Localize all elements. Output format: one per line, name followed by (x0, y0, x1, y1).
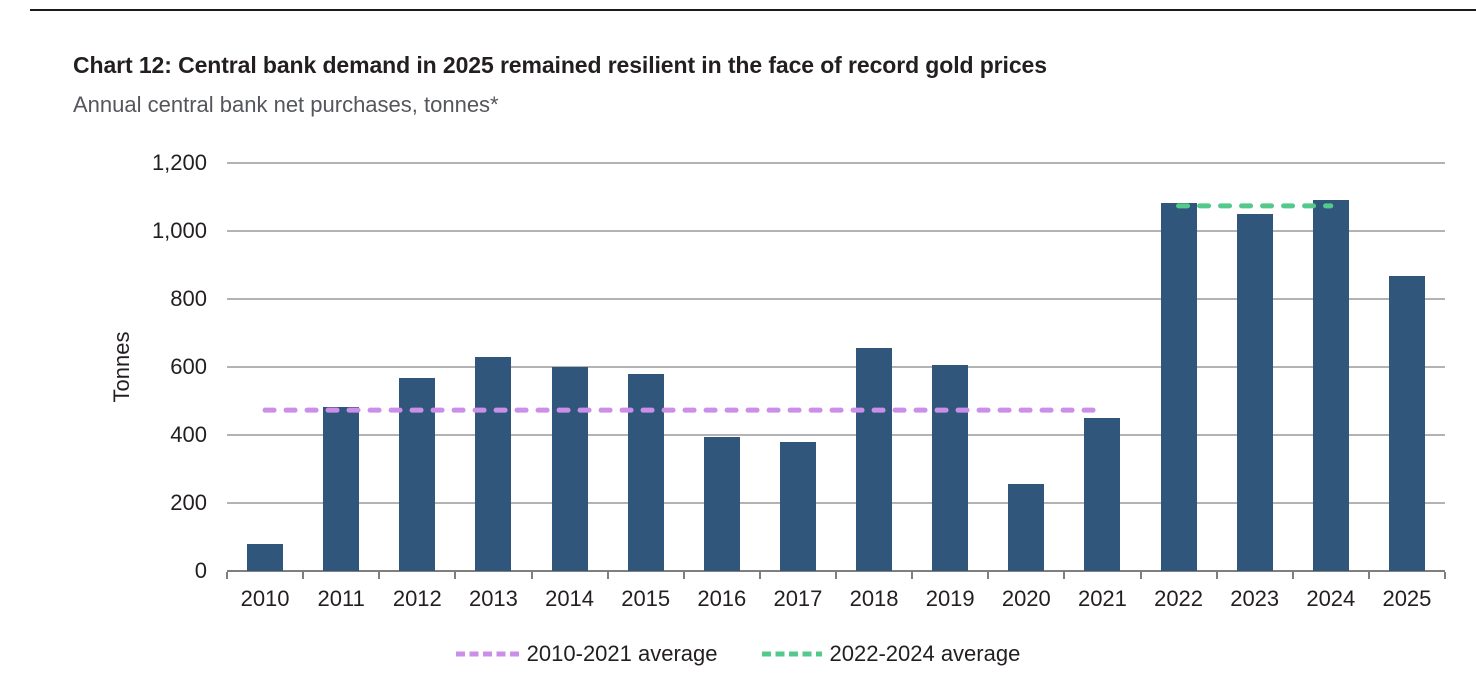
bar-2025 (1388, 276, 1425, 571)
bar-2024 (1312, 200, 1349, 571)
y-tick-label-0: 0 (194, 558, 207, 583)
x-tick-mark (606, 572, 609, 579)
x-tick-mark (302, 572, 305, 579)
bar-2020 (1008, 484, 1045, 571)
y-tick-label-1,200: 1,200 (151, 150, 207, 175)
x-tick-label-2024: 2024 (1306, 586, 1356, 611)
x-tick-label-2014: 2014 (545, 586, 595, 611)
bar-2016 (703, 436, 740, 571)
bar-2015 (627, 373, 664, 571)
bar-2017 (779, 442, 816, 571)
legend-label: 2010-2021 average (526, 641, 718, 666)
legend-swatch-purple-dashed-icon (455, 651, 519, 657)
legend-item-2022-2024-average: 2022-2024 average (761, 641, 1021, 667)
x-tick-mark (987, 572, 990, 579)
chart-subtitle: Annual central bank net purchases, tonne… (73, 92, 499, 117)
x-tick-label-2023: 2023 (1230, 586, 1280, 611)
x-tick-label-2020: 2020 (1001, 586, 1051, 611)
legend: 2010-2021 average 2022-2024 average (0, 641, 1476, 667)
x-tick-label-2025: 2025 (1382, 586, 1432, 611)
y-tick-label-400: 400 (170, 422, 207, 447)
x-tick-mark (1367, 572, 1370, 579)
y-tick-label-600: 600 (170, 354, 207, 379)
x-tick-mark (835, 572, 837, 579)
bar-2011 (323, 407, 360, 571)
x-tick-mark (530, 572, 533, 579)
y-tick-label-1,000: 1,000 (151, 218, 207, 243)
legend-item-2010-2021-average: 2010-2021 average (455, 641, 718, 667)
x-tick-mark (454, 572, 457, 579)
gridline-400 (227, 434, 1445, 436)
x-tick-mark (1063, 572, 1066, 579)
chart-title: Chart 12: Central bank demand in 2025 re… (73, 52, 1047, 78)
bar-2018 (856, 347, 893, 571)
gridline-1000 (227, 230, 1445, 232)
x-tick-label-2022: 2022 (1154, 586, 1204, 611)
x-tick-mark (1215, 572, 1218, 579)
x-tick-mark (1139, 572, 1142, 579)
x-tick-label-2016: 2016 (697, 586, 747, 611)
x-tick-label-2013: 2013 (468, 586, 518, 611)
gridline-800 (227, 298, 1445, 300)
x-tick-mark (1291, 572, 1294, 579)
x-tick-label-2011: 2011 (317, 586, 365, 611)
plot-area (227, 162, 1445, 571)
bar-2019 (932, 365, 969, 571)
top-rule-divider (30, 9, 1476, 11)
x-tick-label-2017: 2017 (773, 586, 823, 611)
gridline-200 (227, 502, 1445, 504)
bar-2010 (247, 544, 284, 571)
x-axis-line (227, 570, 1445, 572)
x-tick-label-2010: 2010 (240, 586, 290, 611)
average-lines-overlay (262, 203, 1334, 413)
legend-label: 2022-2024 average (829, 641, 1021, 666)
x-tick-mark (911, 572, 914, 579)
x-tick-label-2012: 2012 (392, 586, 442, 611)
x-tick-mark (758, 572, 761, 579)
x-tick-mark (378, 572, 381, 579)
x-tick-mark (1444, 572, 1446, 579)
legend-swatch-green-dashed-icon (761, 651, 822, 657)
gridline-1200 (227, 162, 1445, 164)
x-tick-label-2015: 2015 (621, 586, 671, 611)
x-tick-label-2018: 2018 (849, 586, 899, 611)
y-tick-label-200: 200 (170, 490, 207, 515)
bar-2023 (1236, 213, 1273, 571)
x-tick-mark (682, 572, 685, 579)
x-tick-label-2019: 2019 (925, 586, 975, 611)
bar-2022 (1160, 203, 1197, 571)
x-tick-label-2021: 2021 (1077, 586, 1127, 611)
y-tick-label-800: 800 (170, 286, 207, 311)
x-tick-mark (226, 572, 228, 579)
gridline-600 (227, 366, 1445, 368)
bar-2021 (1084, 418, 1121, 571)
bar-2013 (475, 357, 512, 571)
bar-2014 (551, 366, 588, 571)
